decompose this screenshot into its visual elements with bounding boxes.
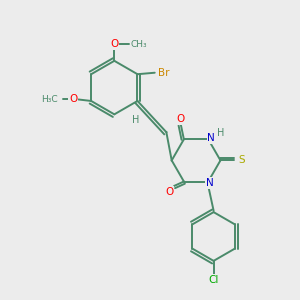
Text: CH₃: CH₃ (131, 40, 147, 49)
Text: N: N (207, 133, 215, 143)
Text: O: O (110, 40, 118, 50)
Text: Cl: Cl (208, 275, 219, 285)
Text: O: O (165, 187, 173, 197)
Text: Br: Br (158, 68, 170, 78)
Text: O: O (177, 114, 185, 124)
Text: H₃C: H₃C (40, 95, 57, 104)
Text: S: S (238, 155, 244, 165)
Text: O: O (69, 94, 77, 104)
Text: H: H (132, 115, 139, 124)
Text: N: N (206, 178, 214, 188)
Text: H: H (217, 128, 224, 138)
